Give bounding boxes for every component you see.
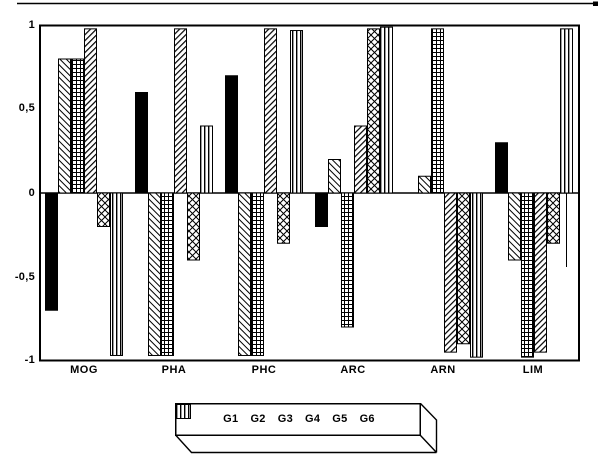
legend-label-g4: G4 (305, 413, 321, 425)
legend-item-g5: G5 (176, 404, 348, 425)
y-tick-neg1: -1 (24, 354, 35, 366)
legend-swatch-g6-icon (176, 404, 191, 419)
x-label-phc: PHC (251, 364, 277, 376)
legend-label-g3: G3 (277, 413, 293, 425)
x-label-arc: ARC (340, 364, 366, 376)
bar-g4-arn (444, 192, 457, 353)
y-tick-neg0_5: -0,5 (14, 271, 35, 283)
bar-g6-pha (200, 125, 213, 194)
bars-layer (45, 26, 573, 358)
x-label-arn: ARN (430, 364, 456, 376)
bar-g2-phc (238, 192, 251, 356)
bar-g4-lim (534, 192, 547, 353)
legend-label-g6: G6 (359, 413, 375, 425)
x-label-mog: MOG (70, 364, 98, 376)
x-label-lim: LIM (522, 364, 544, 376)
x-label-pha: PHA (161, 364, 187, 376)
y-tick-0: 0 (28, 187, 35, 199)
bar-g6-mog (110, 192, 123, 356)
bar-g6-lim (560, 28, 573, 194)
bar-g2-arc (328, 159, 341, 194)
bar-g2-lim (508, 192, 521, 261)
legend: G1 G2 G3 G4 G5 G6 (176, 404, 419, 434)
bar-g1-lim (495, 142, 508, 194)
bar-g5-pha (187, 192, 200, 261)
legend-label-g2: G2 (250, 413, 266, 425)
bar-g3-arn (431, 28, 444, 194)
legend-label-g5: G5 (332, 413, 348, 425)
bar-g6-arc (380, 26, 393, 194)
bar-g1-mog (45, 192, 58, 311)
y-tick-0_5: 0,5 (18, 102, 35, 114)
legend-item-g6: G6 (176, 404, 375, 425)
legend-item-g3: G3 (176, 404, 293, 425)
bar-g5-arc (367, 28, 380, 194)
bar-g3-arc (341, 192, 354, 328)
bar-g6-arn (470, 192, 483, 358)
bar-g5-mog (97, 192, 110, 227)
bar-g5-arn (457, 192, 470, 345)
bar-g4-phc (264, 28, 277, 194)
legend-label-g1: G1 (223, 413, 239, 425)
bar-g3-phc (251, 192, 264, 356)
bar-g3-lim (521, 192, 534, 358)
bar-g5-lim (547, 192, 560, 244)
bar-g1-pha (135, 92, 148, 194)
top-edge-dash (593, 1, 598, 6)
legend-box-3d (175, 403, 438, 454)
legend-item-g2: G2 (176, 404, 266, 425)
legend-item-g4: G4 (176, 404, 321, 425)
bar-g4-mog (84, 28, 97, 194)
bar-g6-phc (290, 30, 303, 194)
legend-item-g1: G1 (176, 404, 239, 425)
bar-g4-arc (354, 125, 367, 194)
y-tick-1: 1 (28, 19, 35, 31)
bar-g1-phc (225, 75, 238, 194)
bar-g3-pha (161, 192, 174, 356)
plot-frame (39, 24, 580, 362)
bar-g2-pha (148, 192, 161, 356)
bar-g4-pha (174, 28, 187, 194)
bar-g1-arc (315, 192, 328, 227)
bar-g2-mog (58, 58, 71, 194)
bar-g5-phc (277, 192, 290, 244)
bar-g3-mog (71, 58, 84, 194)
bar-g2-arn (418, 175, 431, 194)
